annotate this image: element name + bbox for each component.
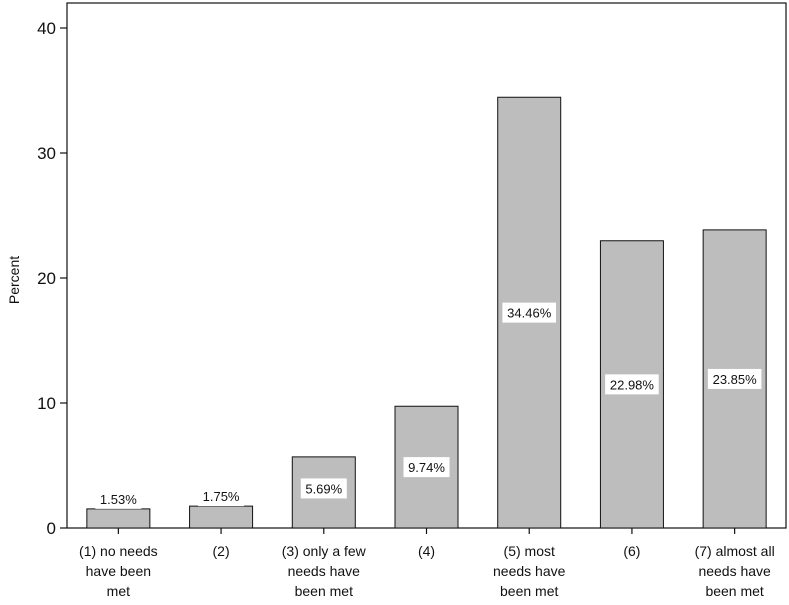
category-label-line: been met — [500, 583, 558, 599]
data-labels: 1.53% 1.75% 5.69% 9.74% 34.46% 22.98% 23.85% — [95, 302, 762, 509]
data-label: 34.46% — [507, 306, 552, 321]
category-label: (2) — [213, 543, 230, 559]
category-label-line: needs have — [288, 563, 361, 579]
category-label-line: (5) most — [504, 543, 555, 559]
data-label: 1.53% — [100, 492, 137, 507]
category-label-line: (3) only a few — [282, 543, 367, 559]
data-label-box — [95, 488, 142, 509]
y-tick-label: 30 — [37, 144, 56, 163]
category-label: (3) only a few needs have been met — [282, 543, 367, 599]
data-label: 22.98% — [610, 377, 655, 392]
category-label-line: been met — [295, 583, 353, 599]
y-tick-label: 40 — [37, 19, 56, 38]
category-label-line: met — [107, 583, 130, 599]
data-label: 9.74% — [408, 460, 445, 475]
category-label-line: (1) no needs — [79, 543, 158, 559]
category-labels: (1) no needs have been met (2) (3) only a fe… — [79, 543, 775, 599]
bar — [189, 505, 254, 529]
data-label: 23.85% — [713, 372, 758, 387]
data-label-box — [502, 302, 557, 323]
category-label-line: been met — [705, 583, 763, 599]
data-label: 5.69% — [305, 481, 342, 496]
category-label: (5) most needs have been met — [493, 543, 566, 599]
category-label: (7) almost all needs have been met — [695, 543, 775, 599]
y-tick-label: 20 — [37, 269, 56, 288]
category-label-line: needs have — [493, 563, 566, 579]
category-label-line: have been — [86, 563, 151, 579]
category-label: (6) — [623, 543, 640, 559]
data-label-box — [605, 374, 659, 395]
category-label-line: (7) almost all — [695, 543, 775, 559]
category-label-line: needs have — [698, 563, 771, 579]
data-label-box — [300, 478, 347, 499]
y-tick-label: 10 — [37, 394, 56, 413]
y-tick-label: 0 — [47, 519, 56, 538]
category-label-line: (2) — [213, 543, 230, 559]
category-label-line: (4) — [418, 543, 435, 559]
data-label: 1.75% — [203, 489, 240, 504]
category-label: (1) no needs have been met — [79, 543, 158, 599]
category-label: (4) — [418, 543, 435, 559]
data-label-box — [707, 368, 762, 389]
data-label-box — [403, 457, 450, 478]
data-label-box — [198, 486, 245, 507]
bar — [86, 508, 151, 529]
y-axis-label: Percent — [6, 256, 22, 304]
category-label-line: (6) — [623, 543, 640, 559]
